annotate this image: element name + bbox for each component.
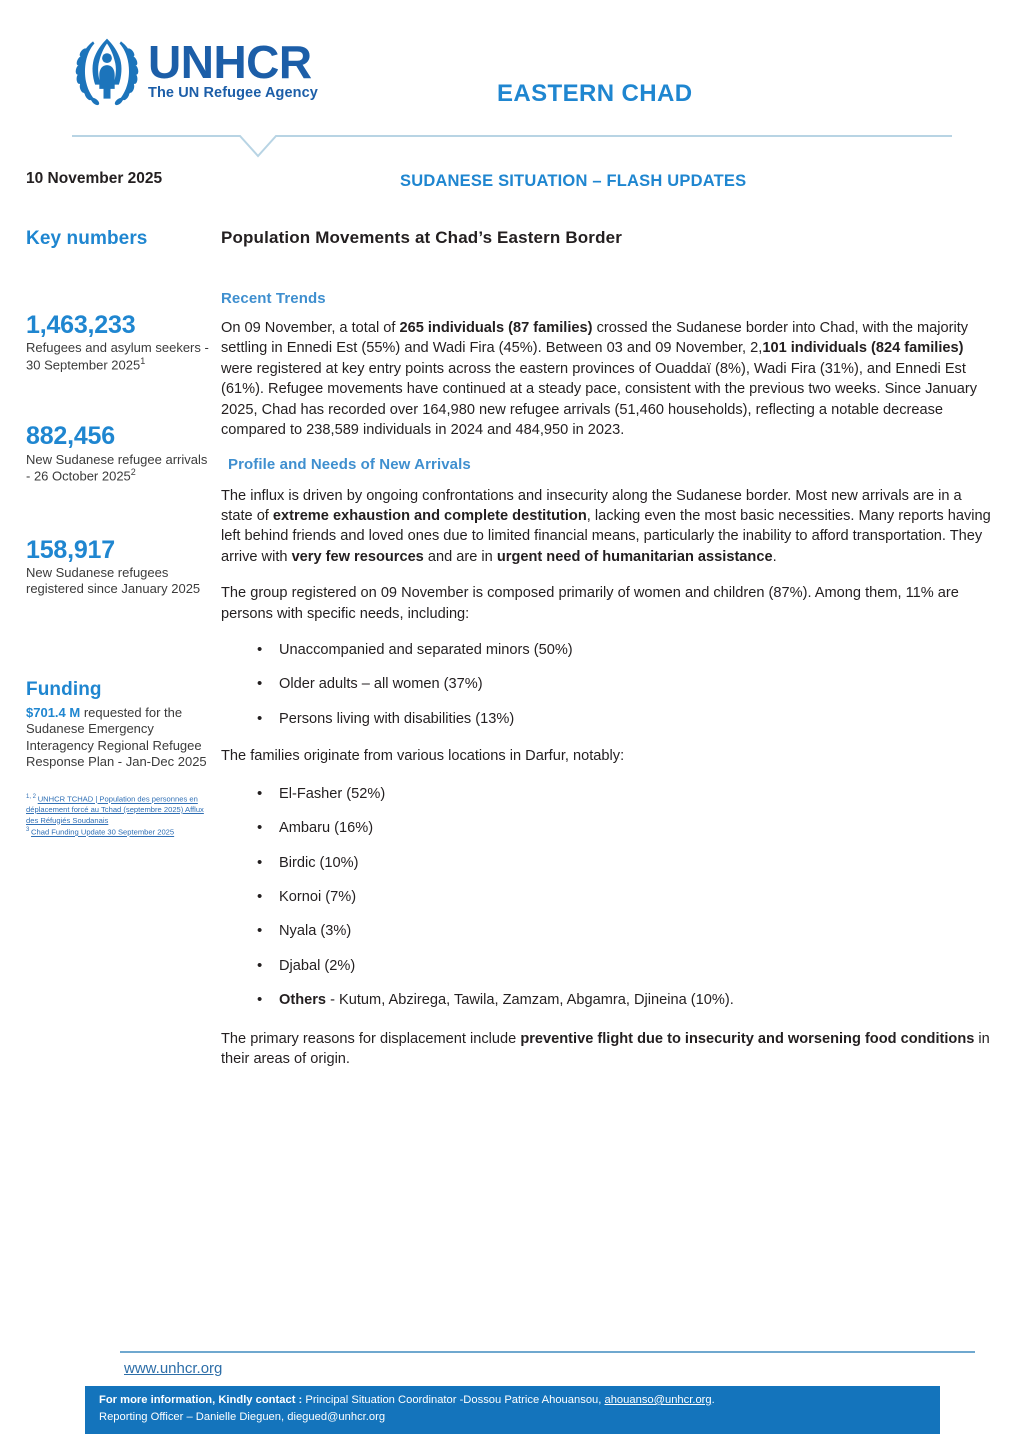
footer-contact-bar: For more information, Kindly contact : P… xyxy=(85,1386,940,1434)
plain-text: and are in xyxy=(423,548,497,565)
footer-email-reporting-officer[interactable]: diegued@unhcr.org xyxy=(287,1411,386,1423)
divider-line-with-notch-icon xyxy=(72,135,952,158)
footnote-marker: 3 xyxy=(26,827,32,833)
document-header: UNHCR The UN Refugee Agency EASTERN CHAD… xyxy=(0,0,1024,190)
origins-intro-paragraph: The families originate from various loca… xyxy=(221,748,625,765)
funding-amount: $701.4 M xyxy=(26,704,81,720)
plain-text: in their areas of origin. xyxy=(221,1030,990,1068)
footnote-item: 3 Chad Funding Update 30 September 2025 xyxy=(26,826,211,838)
footnote-marker: 1 xyxy=(140,356,146,367)
key-number-block: 158,917 New Sudanese refugees registered … xyxy=(26,535,211,597)
emphasised-text: 101 individuals (824 families) xyxy=(762,340,964,357)
emphasised-text: very few resources xyxy=(291,548,424,565)
footer-contact-line-2: Reporting Officer – Danielle Dieguen, di… xyxy=(99,1411,385,1423)
list-item: El-Fasher (52%) xyxy=(257,783,994,804)
key-number-block: 1,463,233 Refugees and asylum seekers - 3… xyxy=(26,312,211,373)
plain-text: On 09 November, a total of xyxy=(221,320,400,336)
key-numbers-heading: Key numbers xyxy=(26,228,148,249)
footer-website-link[interactable]: www.unhcr.org xyxy=(124,1360,223,1377)
plain-text: crossed the Sudanese border into Chad, w… xyxy=(221,320,969,357)
unhcr-emblem-icon xyxy=(75,38,139,106)
page-title: EASTERN CHAD xyxy=(497,80,693,107)
list-item: Ambaru (16%) xyxy=(257,817,994,838)
header-divider xyxy=(72,132,952,162)
closing-paragraph: The primary reasons for displacement inc… xyxy=(221,1029,994,1070)
situation-subtitle: SUDANESE SITUATION – FLASH UPDATES xyxy=(400,172,747,190)
key-number-value: 882,456 xyxy=(26,422,115,451)
origins-list: El-Fasher (52%) Ambaru (16%) Birdic (10%) K… xyxy=(221,783,994,1011)
key-number-value: 158,917 xyxy=(26,535,115,564)
key-number-block: 882,456 New Sudanese refugee arrivals - 2… xyxy=(26,423,211,484)
list-item: Others - Kutum, Abzirega, Tawila, Zamzam… xyxy=(257,989,994,1010)
key-number-label: New Sudanese refugee arrivals - 26 Octob… xyxy=(26,451,208,484)
section-heading-profile-needs: Profile and Needs of New Arrivals xyxy=(228,455,471,473)
logo-tagline: The UN Refugee Agency xyxy=(148,85,318,102)
profile-paragraph: The influx is driven by ongoing confront… xyxy=(221,486,994,568)
key-number-label: New Sudanese refugees registered since J… xyxy=(26,564,201,596)
footnote-item: 1, 2 UNHCR TCHAD | Population des person… xyxy=(26,793,211,826)
plain-text: were registered at key entry points acro… xyxy=(221,360,978,439)
key-number-value: 1,463,233 xyxy=(26,311,136,339)
list-item: Unaccompanied and separated minors (50%) xyxy=(257,639,994,660)
main-section-title: Population Movements at Chad’s Eastern B… xyxy=(221,228,622,247)
plain-text: The primary reasons for displacement inc… xyxy=(221,1030,521,1047)
funding-description: $701.4 M requested for the Sudanese Emer… xyxy=(26,704,207,770)
key-number-label: Refugees and asylum seekers - 30 Septemb… xyxy=(26,340,209,373)
group-composition-paragraph: The group registered on 09 November is c… xyxy=(221,585,959,622)
plain-text: , lacking even the most basic necessitie… xyxy=(221,507,991,565)
specific-needs-list: Unaccompanied and separated minors (50%)… xyxy=(221,639,994,729)
footnote-source-link[interactable]: UNHCR TCHAD | Population des personnes e… xyxy=(26,794,204,825)
emphasised-text: Others xyxy=(279,992,327,1009)
footer-divider xyxy=(120,1351,975,1353)
footer-contact-role: Principal Situation Coordinator -Dossou … xyxy=(302,1394,602,1406)
emphasised-text: preventive flight due to insecurity and … xyxy=(520,1030,975,1047)
funding-heading: Funding xyxy=(26,678,102,700)
key-numbers-list: 1,463,233 Refugees and asylum seekers - 3… xyxy=(26,250,211,597)
footer-contact-line-1: For more information, Kindly contact : P… xyxy=(99,1394,715,1406)
emphasised-text: 265 individuals (87 families) xyxy=(399,320,593,336)
emphasised-text: urgent need of humanitarian assistance xyxy=(496,548,773,565)
footnotes: 1, 2 UNHCR TCHAD | Population des person… xyxy=(26,793,211,838)
funding-block: Funding $701.4 M requested for the Sudane… xyxy=(26,597,211,772)
list-item: Djabal (2%) xyxy=(257,955,994,976)
footnote-source-link[interactable]: Chad Funding Update 30 September 2025 xyxy=(31,827,175,837)
list-item: Nyala (3%) xyxy=(257,920,994,941)
plain-text: The influx is driven by ongoing confront… xyxy=(221,487,962,524)
main-content: Population Movements at Chad’s Eastern B… xyxy=(221,228,994,1070)
issue-date: 10 November 2025 xyxy=(26,170,163,187)
recent-trends-paragraph: On 09 November, a total of 265 individua… xyxy=(221,318,994,441)
section-heading-recent-trends: Recent Trends xyxy=(221,290,326,307)
list-item: Older adults – all women (37%) xyxy=(257,673,994,694)
footer-contact-email-suffix: . xyxy=(711,1394,715,1406)
emphasised-text: extreme exhaustion and complete destitut… xyxy=(272,507,587,524)
plain-text: . xyxy=(772,548,777,565)
sidebar: Key numbers 1,463,233 Refugees and asylum… xyxy=(26,228,211,838)
footer-email-coordinator[interactable]: ahouanso@unhcr.org xyxy=(604,1394,712,1406)
list-item: Kornoi (7%) xyxy=(257,886,994,907)
footnote-marker: 2 xyxy=(130,467,136,478)
list-item: Birdic (10%) xyxy=(257,852,994,873)
footnote-marker: 1, 2 xyxy=(26,794,38,801)
footer-contact-prefix: For more information, Kindly contact : xyxy=(99,1394,303,1406)
footer-reporting-label: Reporting Officer – Danielle Dieguen, xyxy=(99,1411,285,1423)
list-item: Persons living with disabilities (13%) xyxy=(257,708,994,729)
logo-wordmark: UNHCR xyxy=(148,36,312,89)
unhcr-logo: UNHCR The UN Refugee Agency xyxy=(72,33,318,107)
